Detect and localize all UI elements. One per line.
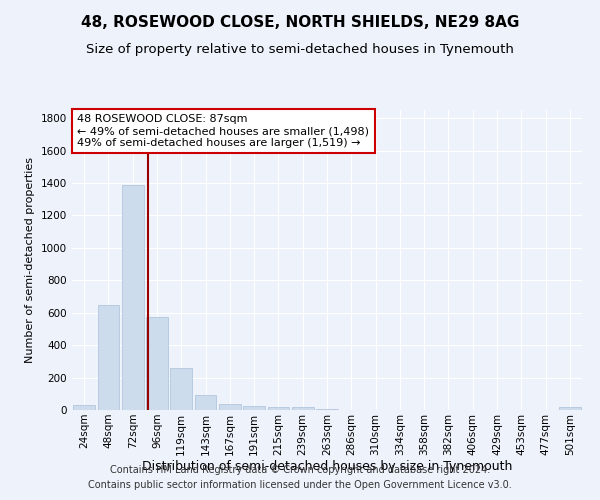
Bar — [73, 405, 95, 410]
Bar — [292, 407, 314, 410]
Bar — [243, 406, 265, 410]
Bar — [170, 368, 192, 410]
Bar — [122, 184, 143, 410]
Text: Contains HM Land Registry data © Crown copyright and database right 2024.
Contai: Contains HM Land Registry data © Crown c… — [88, 465, 512, 490]
Y-axis label: Number of semi-detached properties: Number of semi-detached properties — [25, 157, 35, 363]
Bar — [146, 317, 168, 410]
X-axis label: Distribution of semi-detached houses by size in Tynemouth: Distribution of semi-detached houses by … — [142, 460, 512, 473]
Bar — [97, 306, 119, 410]
Text: 48 ROSEWOOD CLOSE: 87sqm
← 49% of semi-detached houses are smaller (1,498)
49% o: 48 ROSEWOOD CLOSE: 87sqm ← 49% of semi-d… — [77, 114, 369, 148]
Bar — [559, 407, 581, 410]
Text: Size of property relative to semi-detached houses in Tynemouth: Size of property relative to semi-detach… — [86, 42, 514, 56]
Bar — [219, 404, 241, 410]
Bar — [194, 394, 217, 410]
Bar — [316, 409, 338, 410]
Text: 48, ROSEWOOD CLOSE, NORTH SHIELDS, NE29 8AG: 48, ROSEWOOD CLOSE, NORTH SHIELDS, NE29 … — [81, 15, 519, 30]
Bar — [268, 407, 289, 410]
